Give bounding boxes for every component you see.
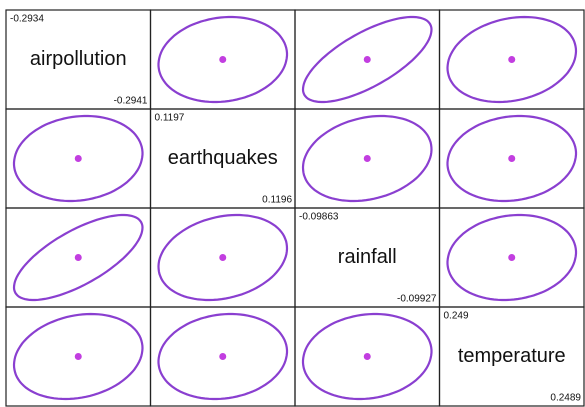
center-dot: [508, 254, 516, 261]
correlation-ellipse: [157, 213, 289, 302]
center-dot: [219, 254, 227, 261]
range-top: 0.1197: [155, 113, 185, 124]
center-dot: [74, 254, 82, 261]
correlation-ellipse: [301, 114, 433, 203]
variable-name: rainfall: [338, 246, 397, 268]
variable-name: airpollution: [30, 48, 127, 70]
range-top: -0.2934: [10, 14, 44, 25]
correlation-ellipse: [446, 213, 578, 302]
correlation-ellipse: [12, 114, 144, 203]
range-bottom: -0.2941: [114, 96, 148, 107]
center-dot: [74, 155, 82, 162]
center-dot: [363, 353, 371, 360]
correlation-ellipse: [157, 15, 289, 104]
correlation-ellipse: [446, 114, 578, 203]
range-bottom: 0.1196: [262, 195, 292, 206]
range-bottom: 0.2489: [550, 393, 581, 404]
center-dot: [508, 155, 516, 162]
correlation-ellipse: [301, 15, 433, 104]
center-dot: [363, 155, 371, 162]
center-dot: [74, 353, 82, 360]
range-top: -0.09863: [299, 212, 339, 223]
range-top: 0.249: [444, 311, 469, 322]
variable-name: earthquakes: [168, 147, 278, 169]
correlation-ellipse: [157, 312, 289, 401]
correlation-ellipse: [12, 213, 144, 302]
cell: [438, 306, 585, 407]
center-dot: [219, 56, 227, 63]
correlation-ellipse: [301, 312, 433, 401]
center-dot: [219, 353, 227, 360]
center-dot: [508, 56, 516, 63]
range-bottom: -0.09927: [397, 294, 437, 305]
correlation-ellipse: [446, 15, 578, 104]
correlation-ellipse: [12, 312, 144, 401]
center-dot: [363, 56, 371, 63]
variable-name: temperature: [458, 345, 566, 367]
